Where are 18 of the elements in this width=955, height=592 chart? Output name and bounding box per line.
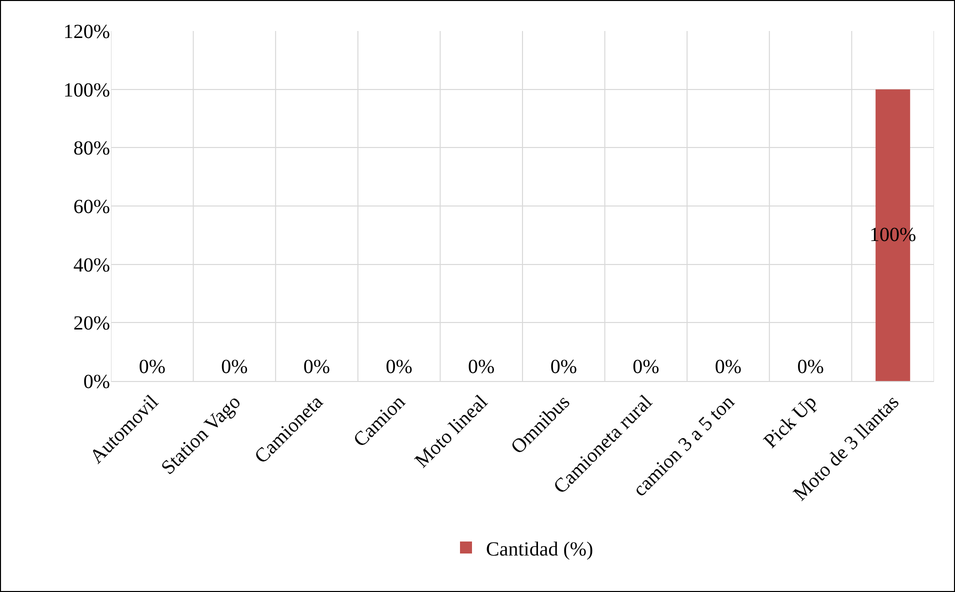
x-tick-label: Pick Up (760, 391, 822, 453)
data-label: 0% (386, 356, 412, 378)
legend-label: Cantidad (%) (486, 538, 594, 560)
data-label: 0% (550, 356, 577, 378)
data-label: 0% (632, 356, 660, 378)
data-label: 0% (221, 356, 248, 378)
y-tick-label: 60% (73, 196, 110, 218)
y-tick-label: 40% (73, 254, 110, 276)
data-label: 0% (468, 356, 495, 378)
data-label: 0% (797, 356, 824, 378)
y-tick-label: 0% (83, 371, 110, 393)
y-tick-label: 100% (63, 79, 110, 102)
y-tick-label: 80% (73, 138, 110, 160)
data-label: 0% (714, 356, 742, 378)
y-tick-label: 120% (63, 21, 110, 43)
data-label: 0% (303, 356, 330, 378)
y-tick-label: 20% (73, 312, 110, 335)
data-label: 0% (138, 356, 166, 378)
